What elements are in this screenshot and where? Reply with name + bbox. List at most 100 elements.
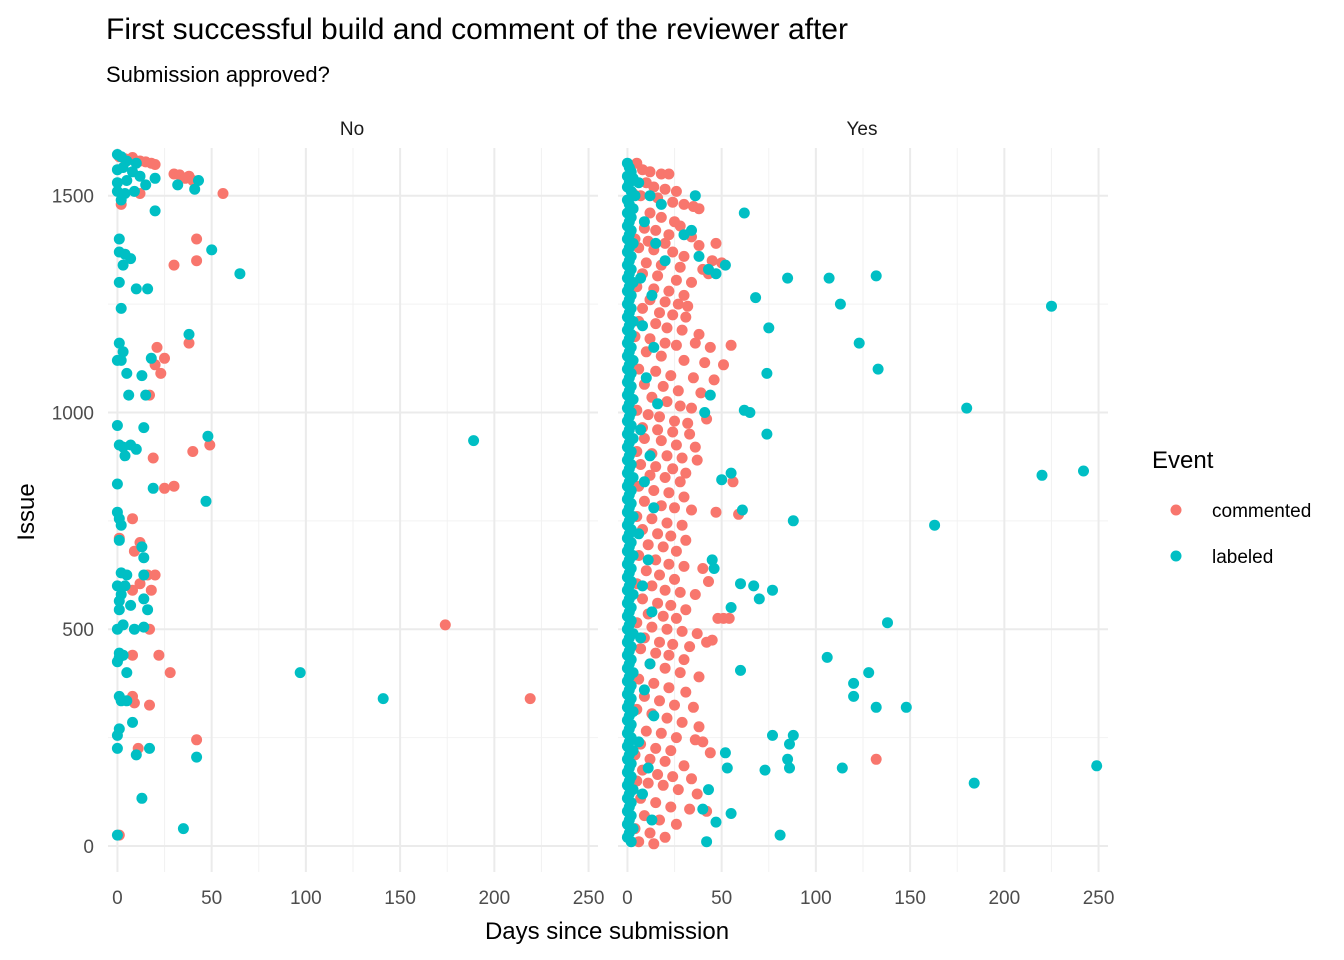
point-labeled — [149, 172, 161, 184]
point-labeled — [136, 541, 148, 553]
point-labeled — [784, 762, 795, 774]
point-labeled — [115, 302, 127, 314]
point-commented — [663, 285, 675, 297]
point-commented — [650, 224, 662, 236]
point-commented — [168, 480, 180, 492]
point-labeled — [142, 604, 154, 616]
point-labeled — [848, 677, 860, 689]
x-tick-label: 150 — [894, 888, 926, 909]
x-tick-label: 200 — [478, 888, 510, 909]
point-labeled — [128, 623, 140, 635]
point-commented — [678, 250, 690, 262]
y-tick-label: 0 — [83, 837, 94, 858]
point-commented — [644, 753, 656, 765]
point-commented — [723, 612, 735, 624]
point-commented — [652, 528, 664, 540]
point-commented — [644, 827, 656, 839]
point-commented — [646, 621, 658, 633]
point-labeled — [719, 259, 731, 271]
point-commented — [676, 324, 688, 336]
point-commented — [638, 495, 650, 507]
point-labeled — [774, 829, 786, 841]
point-labeled — [638, 476, 650, 488]
point-commented — [127, 649, 138, 661]
x-tick-label: 150 — [384, 888, 416, 909]
x-tick-label: 50 — [711, 888, 732, 909]
point-labeled — [625, 836, 637, 848]
point-commented — [648, 181, 660, 193]
point-labeled — [744, 407, 756, 418]
point-labeled — [234, 268, 246, 280]
point-commented — [693, 240, 705, 251]
y-tick-label: 500 — [62, 620, 94, 641]
point-commented — [654, 695, 665, 707]
point-commented — [646, 513, 658, 525]
point-labeled — [468, 435, 480, 447]
point-labeled — [206, 244, 218, 256]
point-labeled — [294, 667, 306, 679]
point-labeled — [646, 814, 658, 826]
point-commented — [703, 576, 714, 587]
point-labeled — [113, 534, 125, 546]
x-tick-label: 0 — [112, 888, 123, 909]
point-commented — [153, 649, 165, 661]
point-labeled — [870, 270, 882, 282]
point-commented — [659, 662, 671, 674]
point-commented — [670, 732, 682, 744]
point-labeled — [655, 198, 667, 210]
point-labeled — [721, 762, 733, 774]
point-commented — [670, 339, 682, 351]
point-commented — [642, 409, 654, 421]
point-labeled — [748, 580, 760, 592]
point-commented — [652, 270, 664, 282]
point-commented — [680, 467, 692, 479]
y-tick-label: 1500 — [52, 187, 94, 208]
x-tick-label: 50 — [201, 888, 222, 909]
point-labeled — [138, 422, 150, 434]
point-labeled — [635, 424, 647, 436]
point-labeled — [693, 250, 705, 262]
point-commented — [672, 784, 684, 796]
point-commented — [650, 797, 662, 809]
point-commented — [686, 773, 697, 785]
point-commented — [665, 530, 677, 542]
point-labeled — [648, 710, 660, 722]
point-labeled — [767, 584, 778, 596]
point-labeled — [725, 602, 737, 613]
point-labeled — [767, 729, 778, 741]
point-commented — [686, 504, 697, 516]
point-commented — [659, 296, 671, 308]
point-labeled — [638, 684, 650, 696]
point-labeled — [128, 185, 140, 197]
point-labeled — [111, 580, 123, 592]
point-commented — [665, 745, 677, 757]
point-labeled — [138, 621, 150, 633]
point-labeled — [644, 190, 656, 202]
point-labeled — [834, 298, 846, 310]
point-commented — [648, 838, 660, 850]
point-labeled — [701, 836, 713, 848]
point-commented — [654, 411, 665, 423]
point-labeled — [142, 283, 154, 295]
point-commented — [654, 307, 665, 319]
point-commented — [635, 459, 647, 470]
point-labeled — [140, 179, 152, 191]
point-commented — [674, 261, 686, 273]
point-labeled — [115, 354, 127, 366]
y-tick-label: 1000 — [52, 403, 94, 424]
point-commented — [661, 322, 673, 334]
point-commented — [650, 318, 662, 330]
point-commented — [659, 337, 671, 349]
point-labeled — [113, 337, 125, 349]
point-labeled — [130, 749, 142, 761]
point-commented — [652, 769, 664, 780]
point-labeled — [640, 372, 652, 384]
legend-title: Event — [1152, 447, 1214, 474]
point-labeled — [900, 701, 912, 713]
point-labeled — [377, 693, 389, 705]
point-commented — [693, 721, 705, 733]
point-commented — [667, 196, 679, 208]
point-commented — [686, 276, 697, 288]
point-commented — [646, 580, 658, 592]
point-labeled — [117, 619, 129, 631]
